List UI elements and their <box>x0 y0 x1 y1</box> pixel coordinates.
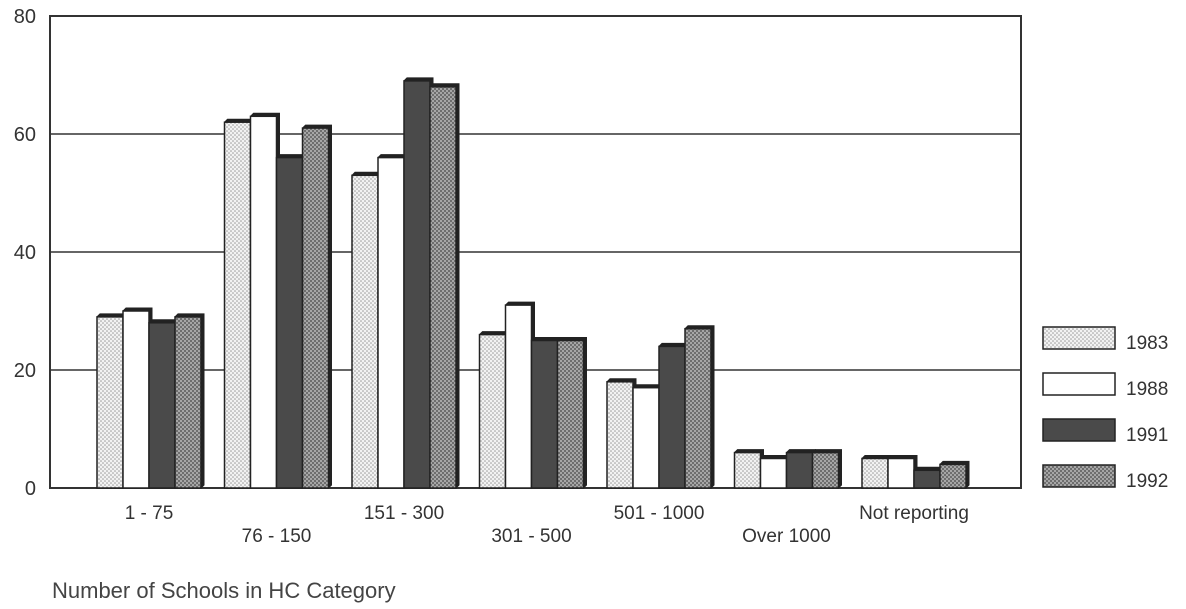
legend-swatch-1983 <box>1042 326 1116 350</box>
x-tick-label: 1 - 75 <box>125 503 174 524</box>
bar-1983-2 <box>223 121 252 489</box>
x-tick-label: 301 - 500 <box>491 526 571 547</box>
y-tick-label: 80 <box>14 6 36 28</box>
bar-1988-2 <box>249 115 278 489</box>
bar-1992-5 <box>684 327 712 489</box>
bar-1983-6 <box>733 451 762 489</box>
bar-1991-6 <box>785 451 814 489</box>
y-tick-label: 0 <box>25 478 36 500</box>
bar-1992-2 <box>301 127 330 489</box>
bar-1992-4 <box>556 339 585 489</box>
legend-swatch-1988 <box>1042 372 1116 396</box>
bar-1991-3 <box>403 80 431 489</box>
bar-1988-3 <box>377 156 405 489</box>
bar-1991-4 <box>530 339 559 489</box>
bar-1991-2 <box>275 156 304 489</box>
y-tick-label: 40 <box>14 242 36 264</box>
bar-1992-6 <box>811 451 840 489</box>
bar-1988-1 <box>122 310 150 489</box>
bar-1988-7 <box>887 457 915 489</box>
bar-1992-1 <box>174 316 202 489</box>
bar-1988-4 <box>504 304 533 489</box>
legend-label-1983: 1983 <box>1126 333 1168 354</box>
x-tick-label: Not reporting <box>859 503 969 524</box>
bar-1983-1 <box>96 316 124 489</box>
x-axis-title: Number of Schools in HC Category <box>52 578 396 603</box>
legend-label-1991: 1991 <box>1126 425 1168 446</box>
bar-1983-3 <box>351 174 379 489</box>
bar-1983-5 <box>606 381 634 489</box>
legend-label-1988: 1988 <box>1126 379 1168 400</box>
bar-1983-7 <box>861 457 889 489</box>
x-tick-label: Over 1000 <box>742 526 831 547</box>
y-tick-label: 20 <box>14 360 36 382</box>
x-tick-label: 151 - 300 <box>364 503 444 524</box>
bar-1988-5 <box>632 386 660 489</box>
legend-swatch-1992 <box>1042 464 1116 488</box>
y-tick-label: 60 <box>14 124 36 146</box>
bar-1991-7 <box>913 469 941 489</box>
bar-1983-4 <box>478 333 507 489</box>
legend-label-1992: 1992 <box>1126 471 1168 492</box>
bar-1991-5 <box>658 345 686 489</box>
x-tick-label: 501 - 1000 <box>614 503 705 524</box>
x-tick-label: 76 - 150 <box>242 526 312 547</box>
bar-1992-3 <box>429 86 457 489</box>
bar-1992-7 <box>939 463 967 489</box>
legend-swatch-1991 <box>1042 418 1116 442</box>
bar-1988-6 <box>759 457 788 489</box>
bar-1991-1 <box>148 322 176 489</box>
